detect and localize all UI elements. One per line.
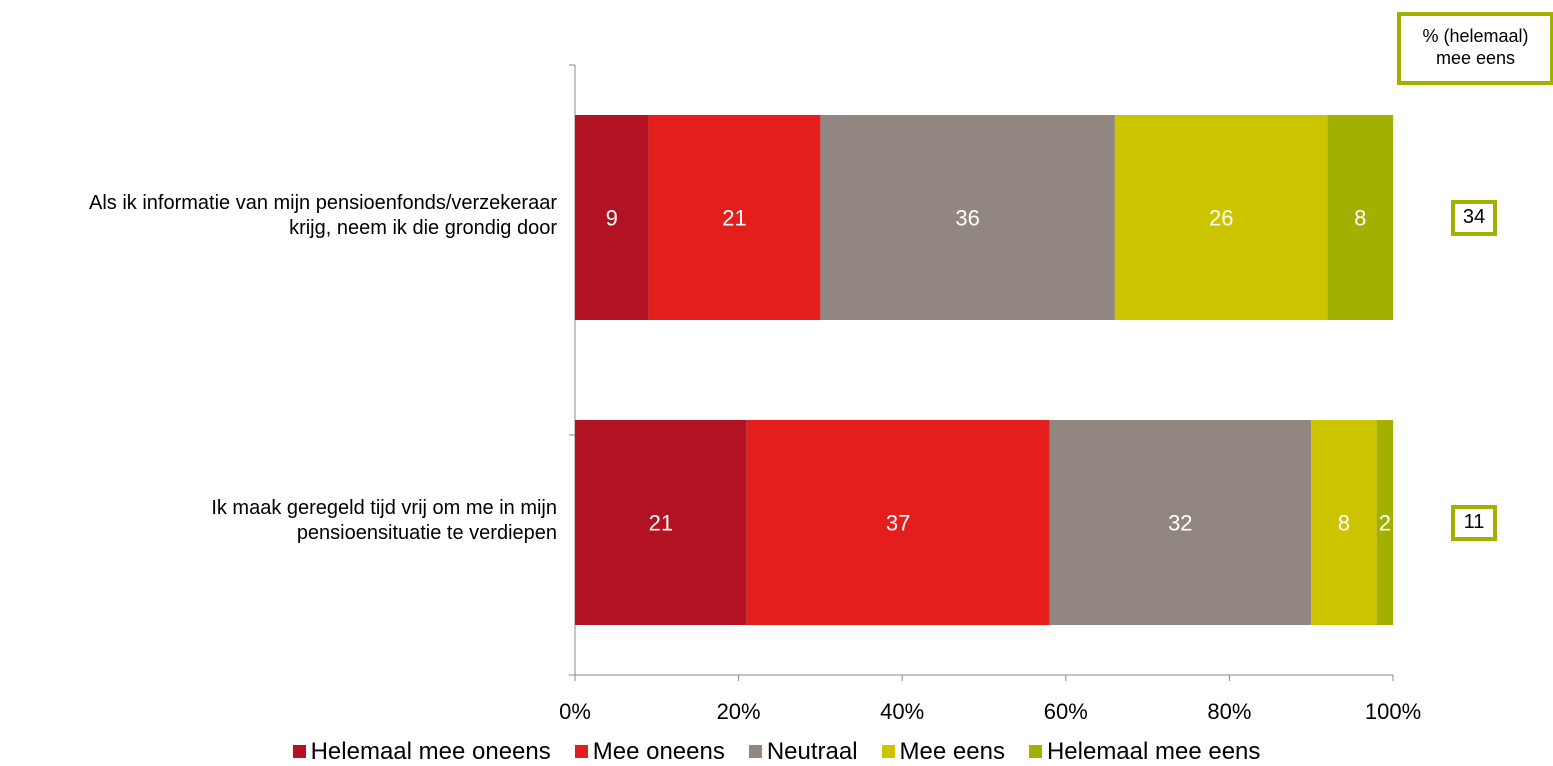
data-label: 21 <box>649 511 673 536</box>
x-tick-label: 100% <box>1365 699 1421 724</box>
bar-segment <box>1311 420 1377 625</box>
legend-swatch <box>292 745 306 758</box>
bar-segment <box>1376 420 1393 625</box>
bar-segment <box>820 115 1115 320</box>
legend-item: Helemaal mee oneens <box>292 738 551 766</box>
data-label: 2 <box>1379 511 1391 536</box>
totals-header-line: % (helemaal) <box>1422 26 1529 46</box>
bar-segment <box>575 420 747 625</box>
category-label-line: Ik maak geregeld tijd vrij om me in mijn <box>211 496 557 519</box>
legend-label: Neutraal <box>766 738 858 765</box>
data-label: 8 <box>1338 511 1350 536</box>
category-label-line: krijg, neem ik die grondig door <box>289 216 557 239</box>
category-label: Als ik informatie van mijn pensioenfonds… <box>0 191 557 241</box>
x-tick-label: 80% <box>1207 699 1251 724</box>
legend-label: Helemaal mee oneens <box>310 738 551 765</box>
legend-label: Mee eens <box>899 738 1005 765</box>
legend-item: Helemaal mee eens <box>1028 738 1261 766</box>
data-label: 8 <box>1354 206 1366 231</box>
legend-swatch <box>881 745 895 758</box>
bar-segment <box>1049 420 1312 625</box>
data-label: 9 <box>606 206 618 231</box>
legend-label: Helemaal mee eens <box>1046 738 1261 765</box>
category-label-line: Als ik informatie van mijn pensioenfonds… <box>89 191 557 214</box>
legend: Helemaal mee oneens Mee oneens Neutraal Mee… <box>0 738 1553 766</box>
x-tick-label: 20% <box>717 699 761 724</box>
legend-swatch <box>748 745 762 758</box>
bar-segment <box>1327 115 1393 320</box>
category-label-line: pensioensituatie te verdiepen <box>296 521 557 544</box>
category-label: Ik maak geregeld tijd vrij om me in mijn… <box>0 496 557 546</box>
bar-segment <box>575 115 649 320</box>
legend-item: Neutraal <box>748 738 858 766</box>
x-tick-label: 40% <box>880 699 924 724</box>
total-value: 34 <box>1451 199 1497 236</box>
totals-header: % (helemaal) mee eens <box>1397 12 1553 85</box>
legend-item: Mee eens <box>881 738 1005 766</box>
data-label: 36 <box>955 206 979 231</box>
data-label: 21 <box>722 206 746 231</box>
bar-segment <box>1114 115 1328 320</box>
data-label: 37 <box>886 511 910 536</box>
data-label: 32 <box>1168 511 1192 536</box>
bar-segment <box>746 420 1050 625</box>
totals-header-line: mee eens <box>1435 48 1516 68</box>
legend-swatch <box>574 745 588 758</box>
data-label: 26 <box>1209 206 1233 231</box>
legend-swatch <box>1028 745 1042 758</box>
x-tick-label: 60% <box>1044 699 1088 724</box>
legend-label: Mee oneens <box>592 738 725 765</box>
legend-item: Mee oneens <box>574 738 725 766</box>
bar-segment <box>648 115 821 320</box>
x-tick-label: 0% <box>559 699 591 724</box>
total-value: 11 <box>1451 504 1497 541</box>
